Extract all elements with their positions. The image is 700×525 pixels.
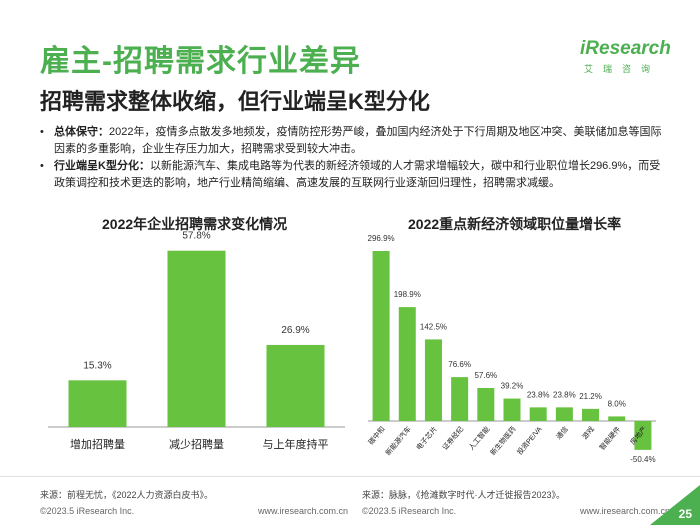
footer-copyright-left: ©2023.5 iResearch Inc. [40,506,135,516]
footer-divider [0,476,700,477]
category-label-4: 证券经纪 [440,425,465,452]
data-label-3: 26.9% [281,325,309,336]
logo-subtext: 艾瑞咨询 [583,64,660,74]
chart-title-right: 2022重点新经济领域职位量增长率 [408,216,622,232]
bar-6 [503,398,521,421]
bar-9 [582,408,600,421]
source-right: 来源：脉脉，《抢滩数字时代·人才迁徙报告2023》。 [362,490,566,500]
category-label-9: 游戏 [580,425,596,442]
category-label-1: 碳中和 [366,425,386,447]
page-subtitle: 招聘需求整体收缩，但行业端呈K型分化 [40,89,430,114]
logo-text: iResearch [580,38,671,59]
bar-2 [398,307,416,421]
bullet-heading: 总体保守： [54,126,109,138]
bar-4 [451,377,469,421]
data-label-2: 198.9% [394,290,421,299]
data-label-1: 15.3% [83,360,111,371]
source-left: 来源：前程无忧，《2022人力资源白皮书》。 [40,490,214,500]
category-label-6: 新生物医药 [488,425,517,458]
data-label-3: 142.5% [420,322,447,331]
data-label-6: 39.2% [501,382,524,391]
iresearch-logo: iResearch 艾瑞咨询 [580,38,671,75]
data-label-2: 57.8% [182,231,210,242]
bullet-item: • 行业端呈K型分化：以新能源汽车、集成电路等为代表的新经济领域的人才需求增幅较… [40,158,666,192]
data-label-11: -50.4% [630,455,655,464]
bar-2 [167,250,226,427]
page-number: 25 [678,507,692,521]
bar-1 [68,380,127,427]
bar-1 [372,251,390,421]
bullet-dot: • [40,126,44,138]
category-label-5: 人工智能 [466,425,491,452]
category-label-3: 电子芯片 [414,425,439,452]
bullet-text: 2022年，疫情多点散发多地频发，疫情防控形势严峻，叠加国内经济处于下行周期及地… [54,126,662,155]
category-label-2: 减少招聘量 [169,437,224,451]
footer-url-left[interactable]: www.iresearch.com.cn [258,506,349,516]
data-label-7: 23.8% [527,390,550,399]
chart-title-left: 2022年企业招聘需求变化情况 [102,216,288,232]
category-label-10: 智能硬件 [597,425,622,452]
bar-3 [266,344,325,427]
footer-url-right[interactable]: www.iresearch.com.cn [580,506,671,516]
page-title: 雇主-招聘需求行业差异 [40,45,361,78]
bar-7 [529,407,547,421]
bullet-heading: 行业端呈K型分化： [54,160,150,172]
bar-8 [555,407,573,421]
bullet-text: 以新能源汽车、集成电路等为代表的新经济领域的人才需求增幅较大，碳中和行业职位增长… [54,160,661,189]
bar-10 [608,416,626,421]
data-label-1: 296.9% [368,234,395,243]
data-label-5: 57.6% [474,371,497,380]
data-label-9: 21.2% [579,392,602,401]
category-label-7: 投资PE/VA [515,424,544,456]
category-label-8: 通信 [554,425,570,442]
bar-3 [424,339,442,421]
category-label-3: 与上年度持平 [263,437,329,451]
bullet-list: • 总体保守：2022年，疫情多点散发多地频发，疫情防控形势严峻，叠加国内经济处… [40,124,666,192]
footer-copyright-right: ©2023.5 iResearch Inc. [362,506,457,516]
bullet-item: • 总体保守：2022年，疫情多点散发多地频发，疫情防控形势严峻，叠加国内经济处… [40,124,666,158]
category-label-2: 新能源汽车 [383,425,412,458]
category-label-1: 增加招聘量 [70,437,125,451]
data-label-4: 76.6% [448,360,471,369]
data-label-8: 23.8% [553,390,576,399]
bar-11 [634,421,652,450]
bullet-dot: • [40,160,44,172]
data-label-10: 8.0% [608,399,626,408]
corner-decoration [650,485,700,525]
bar-5 [477,388,495,421]
